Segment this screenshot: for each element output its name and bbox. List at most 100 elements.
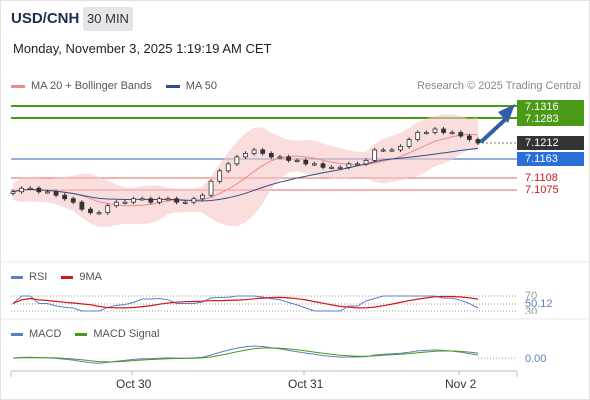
candle-body: [105, 205, 111, 214]
candle-body: [423, 132, 429, 135]
macd-value-label: 0.00: [525, 353, 547, 365]
legend-macd-signal: MACD Signal: [75, 328, 159, 340]
r1-price-tag: 7.1283: [517, 112, 584, 126]
candle-body: [441, 128, 446, 133]
candle-body: [234, 156, 240, 165]
candle-body: [268, 153, 274, 158]
candle-body: [311, 163, 317, 166]
candle-body: [337, 166, 343, 169]
candle-body: [260, 149, 266, 154]
s2-price-label: 7.1075: [525, 184, 559, 196]
candle-body: [19, 187, 25, 193]
s1-price-label: 7.1108: [525, 172, 558, 184]
candle-body: [277, 156, 283, 159]
legend-rsi-label: RSI: [29, 271, 48, 283]
x-label-nov2: Nov 2: [445, 377, 477, 391]
candle-body: [139, 198, 145, 201]
candle-body: [70, 198, 76, 203]
legend-rsi: RSI: [11, 271, 47, 283]
rsi-line: [12, 295, 479, 312]
candle-body: [53, 191, 59, 196]
candle-body: [389, 149, 395, 152]
candle-body: [449, 132, 455, 135]
candle-body: [466, 135, 472, 140]
legend-rsi-ma-label: 9MA: [79, 271, 102, 283]
candle-body: [251, 149, 257, 154]
current-price-tag: 7.1212: [517, 136, 584, 150]
rsi-value-label: 50.12: [525, 298, 553, 310]
legend-ma50: MA 50: [165, 80, 217, 92]
candle-body: [10, 191, 16, 194]
candle-body: [182, 201, 188, 204]
candle-body: [191, 198, 197, 203]
legend-ma20-label: MA 20 + Bollinger Bands: [31, 80, 152, 92]
macd-line: [12, 345, 479, 364]
candle-body: [113, 201, 119, 207]
candle-body: [320, 163, 326, 168]
macd-signal-swatch: [75, 332, 88, 336]
candle-body: [36, 187, 42, 193]
rsi-level-70-label: 70: [525, 290, 538, 302]
candle-body: [200, 194, 205, 200]
legend-rsi-ma: 9MA: [61, 271, 102, 283]
macd-legend: MACD MACD Signal: [11, 328, 173, 340]
rsi-legend: RSI 9MA: [11, 271, 116, 283]
macd-signal-line: [12, 347, 479, 363]
candle-body: [406, 139, 412, 147]
credit-label: Research © 2025 Trading Central: [416, 80, 581, 92]
ma50-swatch: [165, 84, 180, 88]
ma50-price-tag: 7.1163: [517, 152, 584, 166]
candle-body: [27, 187, 33, 190]
candle-body: [363, 159, 369, 165]
candle-body: [225, 163, 231, 172]
candle-body: [148, 198, 154, 203]
candle-body: [88, 208, 93, 214]
candle-body: [303, 159, 309, 165]
candle-body: [432, 128, 438, 133]
candle-body: [96, 212, 102, 215]
candle-body: [79, 201, 85, 210]
candle-body: [208, 180, 214, 196]
candle-body: [294, 159, 300, 162]
legend-macd: MACD: [11, 328, 61, 340]
candles: [10, 126, 481, 215]
rsi-level-30-label: 30: [525, 306, 538, 314]
legend-macd-signal-label: MACD Signal: [93, 328, 160, 340]
ma20-line: [12, 133, 479, 207]
x-label-oct30: Oct 30: [116, 377, 152, 391]
ma20-swatch: [11, 84, 25, 88]
timeframe-button[interactable]: 30 MIN: [83, 7, 133, 31]
candle-body: [156, 198, 162, 203]
bollinger-band: [13, 114, 478, 227]
rsi-ma-swatch: [61, 275, 74, 279]
candle-body: [372, 149, 378, 161]
candle-body: [243, 153, 248, 158]
rsi-swatch: [11, 275, 23, 279]
projection-arrow: [480, 115, 510, 143]
candle-body: [475, 139, 481, 144]
candle-body: [355, 163, 360, 166]
candle-body: [329, 166, 335, 169]
candle-body: [346, 163, 352, 168]
arrow-head: [498, 104, 515, 123]
candle-body: [131, 198, 136, 203]
legend-macd-label: MACD: [29, 328, 62, 340]
candle-body: [45, 191, 50, 194]
symbol-title: USD/CNH: [11, 10, 80, 27]
candle-body: [398, 146, 403, 151]
legend-ma50-label: MA 50: [185, 80, 217, 92]
candle-body: [165, 198, 171, 201]
candle-body: [174, 198, 180, 203]
candle-body: [122, 201, 128, 204]
candle-body: [380, 149, 386, 152]
candle-body: [415, 132, 421, 140]
candle-body: [286, 156, 291, 161]
macd-swatch: [11, 332, 23, 336]
rsi-ma-line: [12, 295, 479, 309]
x-label-oct31: Oct 31: [288, 377, 324, 391]
r2-price-tag: 7.1316: [517, 100, 584, 114]
candle-body: [217, 170, 223, 182]
legend-ma20: MA 20 + Bollinger Bands: [11, 80, 152, 92]
datetime-label: Monday, November 3, 2025 1:19:19 AM CET: [13, 41, 272, 56]
